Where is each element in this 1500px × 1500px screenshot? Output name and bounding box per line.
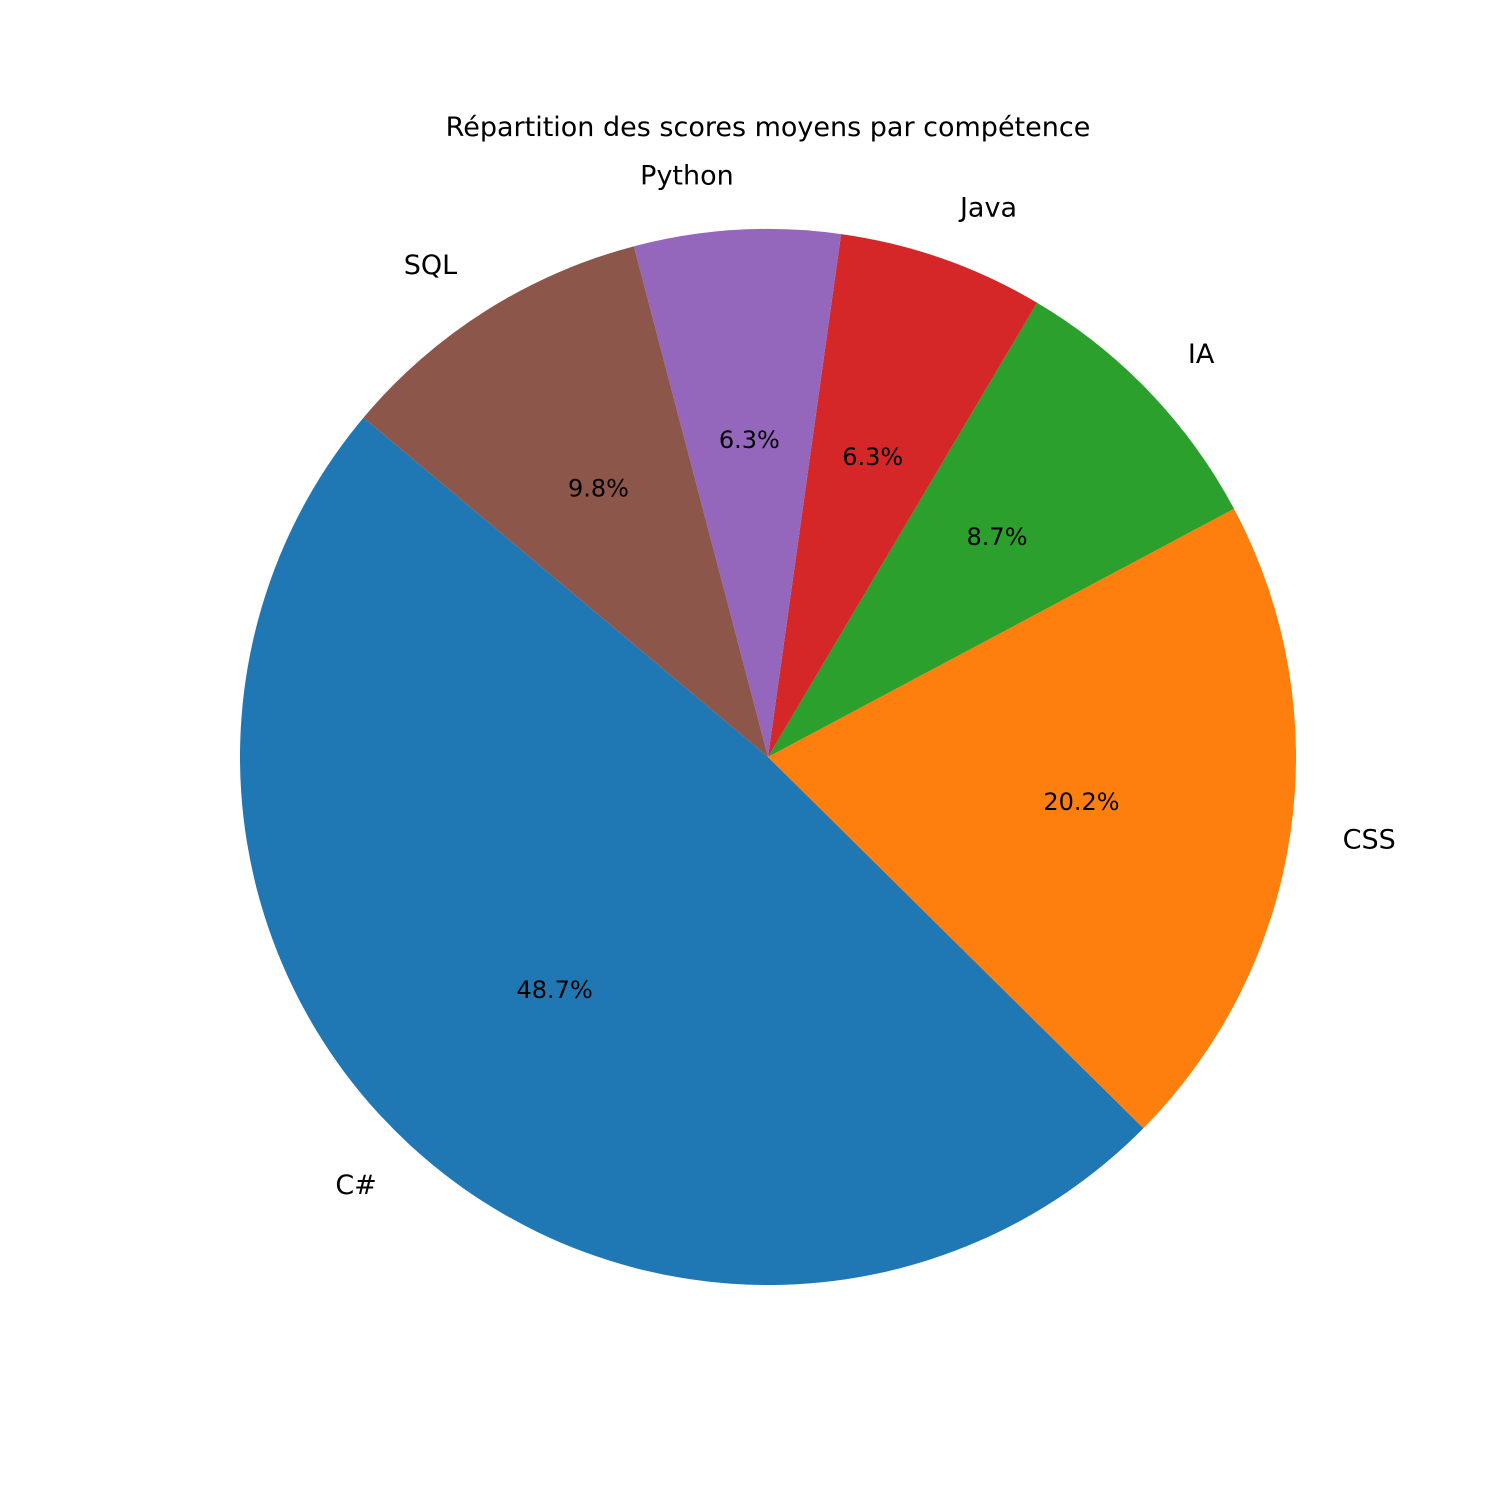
pie-slices [239,228,1296,1286]
pct-label-css: 20.2% [1043,788,1119,816]
slice-label-sql: SQL [404,250,457,281]
slice-label-python: Python [640,161,734,192]
pct-label-python: 6.3% [719,426,780,454]
pie-slice-sql [363,246,768,758]
pie-labels: C# 48.7% CSS 20.2% IA 8.7% Java 6.3% Python 6.3% S… [335,161,1395,1201]
slice-label-css: CSS [1343,825,1396,856]
slice-label-c-sharp: C# [335,1170,376,1201]
pie-slice-ia [768,302,1235,757]
slice-label-java: Java [958,192,1017,223]
pct-label-sql: 9.8% [568,474,629,502]
pct-label-java: 6.3% [842,443,903,471]
pie-slice-c-sharp [239,417,1144,1286]
pie-slice-python [633,228,842,757]
pct-label-c-sharp: 48.7% [517,976,593,1004]
slice-label-ia: IA [1188,339,1215,370]
pie-slice-css [768,508,1296,1129]
pct-label-ia: 8.7% [967,523,1028,551]
pie-slice-java [768,234,1038,757]
chart-title: Répartition des scores moyens par compét… [446,112,1091,143]
